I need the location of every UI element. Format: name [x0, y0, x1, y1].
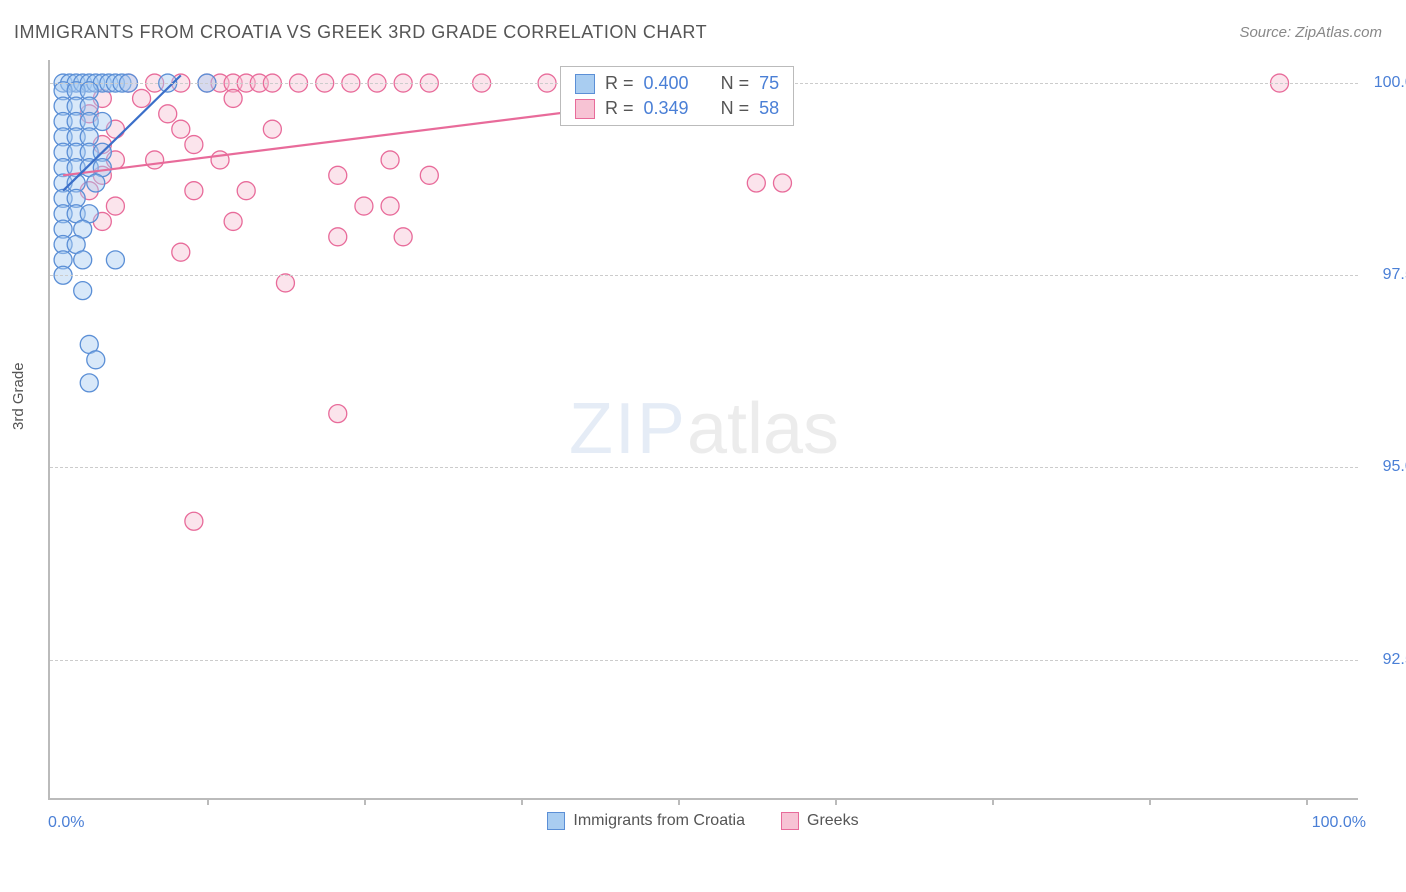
data-point: [747, 174, 765, 192]
data-point: [381, 151, 399, 169]
chart-title: IMMIGRANTS FROM CROATIA VS GREEK 3RD GRA…: [14, 22, 707, 43]
stat-row-series2: R = 0.349 N = 58: [575, 98, 779, 119]
y-tick-label: 97.5%: [1368, 266, 1406, 284]
data-point: [106, 197, 124, 215]
stat-r-label-1: R =: [605, 73, 634, 94]
data-point: [133, 89, 151, 107]
y-tick-label: 92.5%: [1368, 651, 1406, 669]
legend-swatch-series2: [781, 812, 799, 830]
stat-r-val-2: 0.349: [644, 98, 689, 119]
data-point: [146, 151, 164, 169]
data-point: [381, 197, 399, 215]
data-point: [276, 274, 294, 292]
data-point: [185, 136, 203, 154]
legend-bottom: Immigrants from Croatia Greeks: [0, 812, 1406, 830]
stat-r-label-2: R =: [605, 98, 634, 119]
legend-item-series2: Greeks: [781, 812, 859, 830]
data-point: [87, 174, 105, 192]
data-point: [237, 182, 255, 200]
data-point: [211, 151, 229, 169]
data-point: [224, 89, 242, 107]
data-point: [172, 120, 190, 138]
stat-box: R = 0.400 N = 75 R = 0.349 N = 58: [560, 66, 794, 126]
y-axis-title: 3rd Grade: [10, 362, 27, 430]
data-point: [773, 174, 791, 192]
chart-container: IMMIGRANTS FROM CROATIA VS GREEK 3RD GRA…: [0, 0, 1406, 892]
legend-swatch-series1: [547, 812, 565, 830]
data-point: [420, 166, 438, 184]
x-tick: [992, 798, 994, 805]
data-point: [224, 212, 242, 230]
gridline: [50, 660, 1358, 661]
data-point: [329, 405, 347, 423]
legend-label-series2: Greeks: [807, 812, 859, 830]
legend-item-series1: Immigrants from Croatia: [547, 812, 745, 830]
stat-swatch-series2: [575, 99, 595, 119]
source-label: Source: ZipAtlas.com: [1239, 24, 1382, 41]
stat-swatch-series1: [575, 74, 595, 94]
data-point: [93, 113, 111, 131]
data-point: [74, 282, 92, 300]
x-tick: [364, 798, 366, 805]
data-point: [106, 251, 124, 269]
data-point: [329, 228, 347, 246]
gridline: [50, 467, 1358, 468]
data-point: [329, 166, 347, 184]
plot-svg: [50, 60, 1358, 798]
gridline: [50, 275, 1358, 276]
data-point: [87, 351, 105, 369]
x-tick: [1149, 798, 1151, 805]
stat-n-label-1: N =: [721, 73, 750, 94]
x-tick: [521, 798, 523, 805]
x-tick: [207, 798, 209, 805]
stat-r-val-1: 0.400: [644, 73, 689, 94]
data-point: [80, 374, 98, 392]
data-point: [74, 251, 92, 269]
stat-row-series1: R = 0.400 N = 75: [575, 73, 779, 94]
y-tick-label: 100.0%: [1368, 74, 1406, 92]
data-point: [355, 197, 373, 215]
y-tick-label: 95.0%: [1368, 458, 1406, 476]
stat-n-val-2: 58: [759, 98, 779, 119]
plot-area: ZIPatlas 100.0%97.5%95.0%92.5%: [48, 60, 1358, 800]
data-point: [263, 120, 281, 138]
data-point: [172, 243, 190, 261]
x-tick: [1306, 798, 1308, 805]
x-tick: [835, 798, 837, 805]
data-point: [185, 182, 203, 200]
data-point: [159, 105, 177, 123]
data-point: [394, 228, 412, 246]
data-point: [185, 512, 203, 530]
legend-label-series1: Immigrants from Croatia: [573, 812, 745, 830]
stat-n-val-1: 75: [759, 73, 779, 94]
x-tick: [678, 798, 680, 805]
stat-n-label-2: N =: [721, 98, 750, 119]
